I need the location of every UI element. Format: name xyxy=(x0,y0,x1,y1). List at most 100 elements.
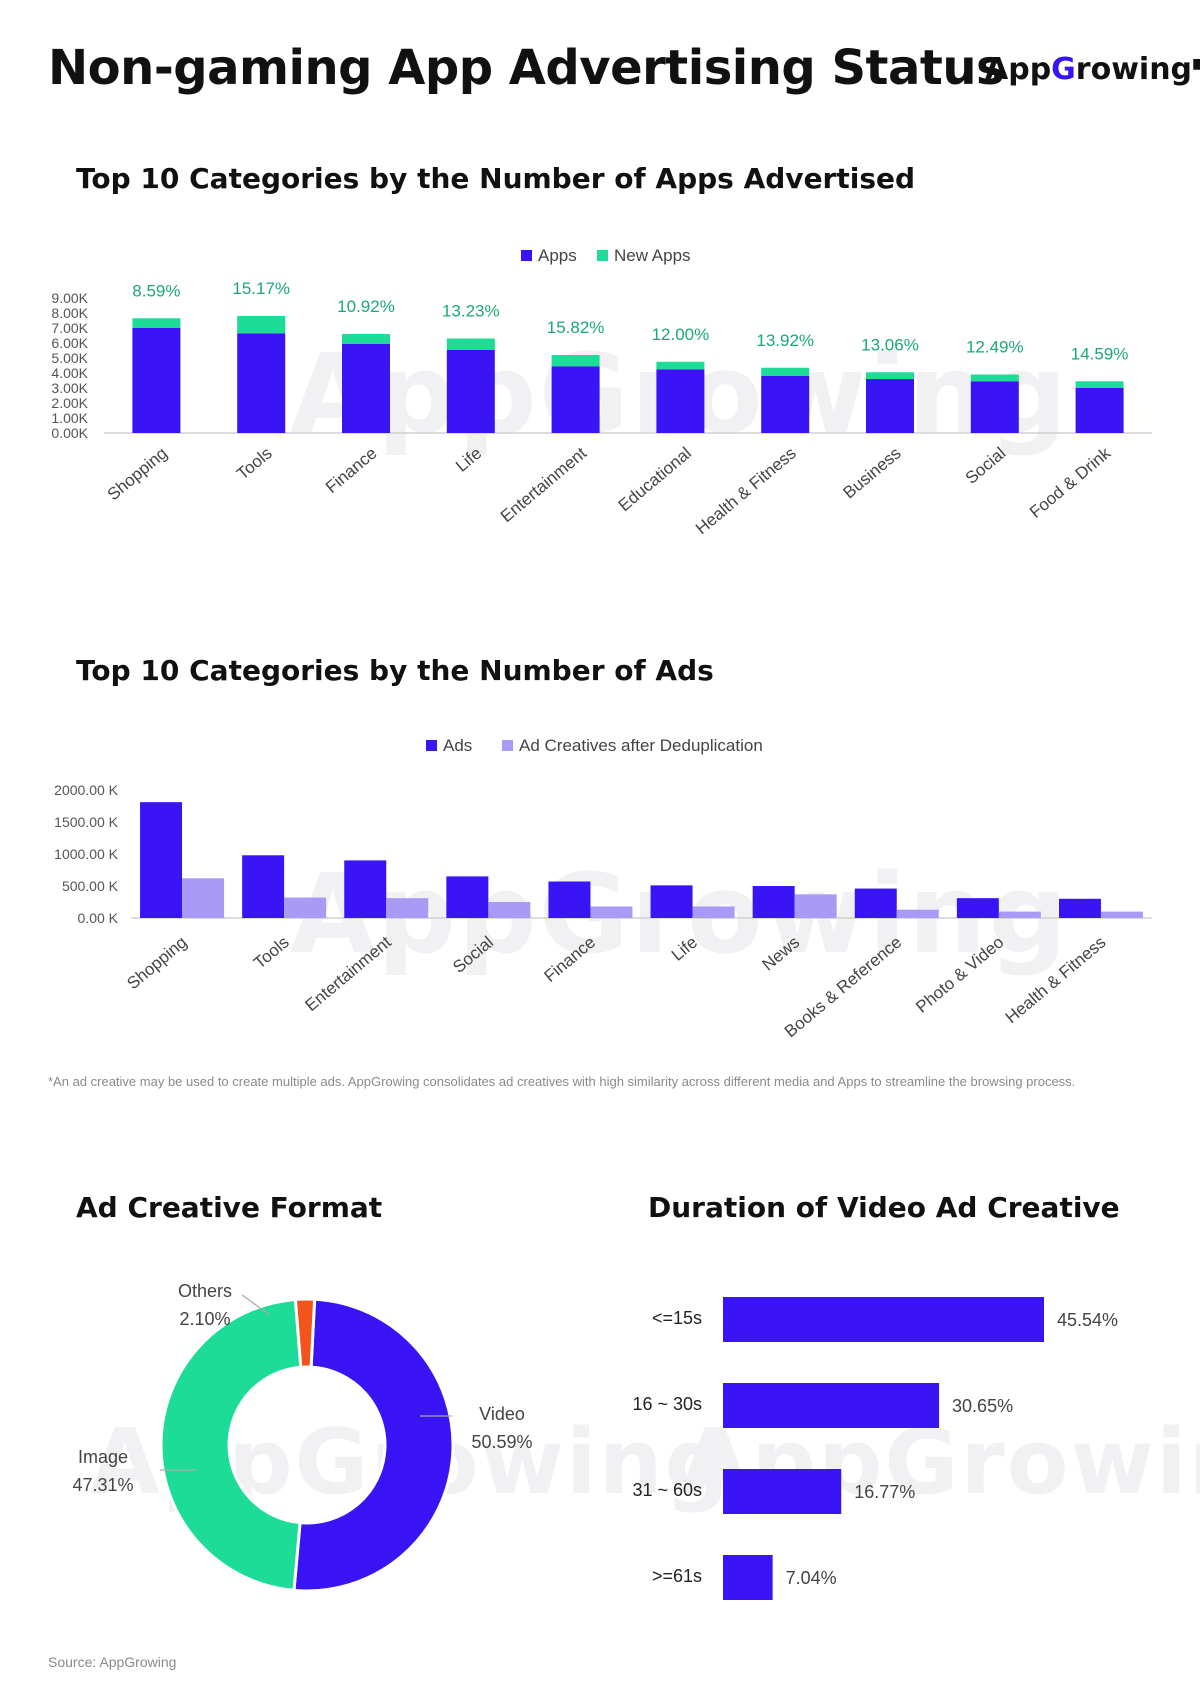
x-tick-label: Social xyxy=(962,444,1010,488)
x-tick-label: Social xyxy=(449,933,497,977)
legend-swatch-new-apps xyxy=(597,250,608,261)
x-tick-label: Health & Fitness xyxy=(692,444,800,539)
bar-ads xyxy=(446,876,489,918)
bar-apps xyxy=(1075,388,1124,433)
x-tick-label: Entertainment xyxy=(497,443,590,526)
donut-slice-video xyxy=(292,1297,455,1593)
bar-apps xyxy=(551,366,600,433)
bar-ad-creatives xyxy=(284,897,327,918)
ads-chart: Ads Ad Creatives after Deduplication 0.00 … xyxy=(54,736,1152,1041)
slice-label: Video xyxy=(479,1404,525,1424)
bar-apps xyxy=(237,333,286,433)
brand-logo: AppGrowing■ xyxy=(985,52,1200,87)
bar-ads xyxy=(752,886,795,918)
donut-slice-image xyxy=(159,1297,303,1593)
bar-ads xyxy=(548,881,591,918)
source-note: Source: AppGrowing xyxy=(48,1654,177,1670)
format-donut-chart: Video 50.59% Image 47.31% Others 2.10% xyxy=(72,1281,533,1593)
apps-chart-title: Top 10 Categories by the Number of Apps … xyxy=(76,162,916,195)
x-tick-label: Photo & Video xyxy=(912,933,1007,1017)
legend-swatch-ads xyxy=(426,740,437,751)
legend-label: Apps xyxy=(538,246,577,265)
x-tick-label: Finance xyxy=(322,444,381,497)
data-label: 16.77% xyxy=(854,1482,915,1502)
y-tick-label: 9.00K xyxy=(51,290,88,306)
data-label: 12.00% xyxy=(652,325,710,344)
bar-ad-creatives xyxy=(998,911,1041,918)
duration-bar xyxy=(723,1469,842,1514)
x-tick-label: Health & Fitness xyxy=(1002,933,1110,1028)
category-label: >=61s xyxy=(652,1566,702,1586)
bar-ads xyxy=(854,888,897,918)
duration-bar xyxy=(723,1383,940,1428)
x-tick-label: Entertainment xyxy=(302,932,395,1015)
category-label: 16 ~ 30s xyxy=(632,1394,702,1414)
data-label: 10.92% xyxy=(337,297,395,316)
bar-ad-creatives xyxy=(182,878,225,918)
x-tick-label: Tools xyxy=(250,933,293,973)
category-label: <=15s xyxy=(652,1308,702,1328)
x-tick-label: Shopping xyxy=(104,444,171,505)
duration-bar xyxy=(723,1297,1044,1342)
bar-ads xyxy=(140,802,183,918)
legend-label: Ads xyxy=(443,736,472,755)
legend-label: New Apps xyxy=(614,246,691,265)
bar-ad-creatives xyxy=(1100,911,1143,918)
bar-new-apps xyxy=(970,374,1019,382)
bar-ads xyxy=(242,855,285,918)
y-tick-label: 1.00K xyxy=(51,410,88,426)
bar-ad-creatives xyxy=(488,902,531,918)
y-tick-label: 5.00K xyxy=(51,350,88,366)
data-label: 13.23% xyxy=(442,302,500,321)
format-chart-title: Ad Creative Format xyxy=(76,1191,383,1224)
x-tick-label: Tools xyxy=(233,444,276,484)
slice-value: 2.10% xyxy=(179,1309,230,1329)
bar-ads xyxy=(1058,898,1101,918)
x-tick-label: Life xyxy=(452,444,485,476)
ads-chart-title: Top 10 Categories by the Number of Ads xyxy=(76,654,714,687)
bar-ad-creatives xyxy=(590,906,633,918)
data-label: 30.65% xyxy=(952,1396,1013,1416)
x-tick-label: Educational xyxy=(615,444,695,516)
legend-swatch-dedup xyxy=(502,740,513,751)
category-label: 31 ~ 60s xyxy=(632,1480,702,1500)
bar-new-apps xyxy=(866,372,914,379)
bar-new-apps xyxy=(656,361,705,370)
x-tick-label: Business xyxy=(840,444,905,503)
donut-slice-others xyxy=(293,1297,317,1369)
legend-label: Ad Creatives after Deduplication xyxy=(519,736,763,755)
y-tick-label: 2000.00 K xyxy=(54,782,118,798)
data-label: 13.92% xyxy=(756,331,814,350)
y-tick-label: 6.00K xyxy=(51,335,88,351)
bar-ads xyxy=(956,898,999,918)
data-label: 12.49% xyxy=(966,338,1024,357)
data-label: 15.82% xyxy=(547,318,605,337)
slice-value: 47.31% xyxy=(72,1475,133,1495)
bar-new-apps xyxy=(761,367,810,376)
bar-apps xyxy=(656,369,705,433)
y-tick-label: 8.00K xyxy=(51,305,88,321)
bar-ad-creatives xyxy=(896,909,939,918)
bar-apps xyxy=(446,349,495,433)
duration-chart-title: Duration of Video Ad Creative xyxy=(648,1191,1120,1224)
slice-value: 50.59% xyxy=(471,1432,532,1452)
y-tick-label: 7.00K xyxy=(51,320,88,336)
bar-new-apps xyxy=(551,355,600,367)
y-tick-label: 500.00 K xyxy=(62,878,119,894)
data-label: 15.17% xyxy=(232,279,290,298)
bar-apps xyxy=(342,343,390,433)
data-label: 14.59% xyxy=(1071,344,1129,363)
x-tick-label: Shopping xyxy=(123,933,190,994)
legend-swatch-apps xyxy=(521,250,532,261)
apps-chart: Apps New Apps 0.00K1.00K2.00K3.00K4.00K5.0… xyxy=(51,246,1152,539)
footnote: *An ad creative may be used to create mu… xyxy=(48,1074,1076,1089)
bar-new-apps xyxy=(342,334,390,344)
bar-ads xyxy=(344,860,387,918)
leader-line xyxy=(241,1294,271,1316)
slice-label: Image xyxy=(78,1447,128,1467)
bar-apps xyxy=(970,381,1019,433)
y-tick-label: 2.00K xyxy=(51,395,88,411)
bar-ads xyxy=(650,885,693,918)
data-label: 13.06% xyxy=(861,335,919,354)
y-tick-label: 0.00 K xyxy=(78,910,119,926)
